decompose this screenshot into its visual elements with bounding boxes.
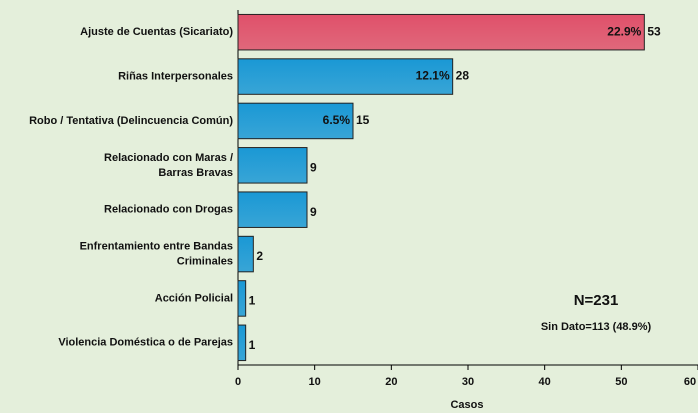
bar [237,102,354,140]
x-tick-label: 0 [235,376,241,388]
percent-label: 6.5% [323,113,351,127]
annotation: Sin Dato=113 (48.9%) [541,321,652,333]
y-tick-label: Acción Policial [155,292,233,304]
bar [237,324,247,362]
y-tick-label: Relacionado con Maras / Barras Bravas [104,152,233,179]
y-tick-label: Riñas Interpersonales [118,70,233,82]
x-tick-label: 50 [615,376,627,388]
y-tick-label: Relacionado con Drogas [104,204,233,216]
value-label: 28 [456,69,470,83]
value-label: 1 [249,294,256,308]
x-tick-label: 60 [684,376,696,388]
y-tick-label: Ajuste de Cuentas (Sicariato) [80,26,233,38]
x-tick-label: 10 [309,376,321,388]
x-axis-label: Casos [450,399,483,411]
bar [237,13,645,51]
percent-label: 12.1% [416,69,450,83]
bar [237,58,454,95]
value-label: 2 [256,249,263,263]
x-tick-label: 30 [462,376,474,388]
bar [237,147,308,184]
x-tick-label: 20 [385,376,397,388]
value-label: 1 [249,338,256,352]
y-tick-label: Violencia Doméstica o de Parejas [58,337,233,349]
bar [237,191,308,228]
percent-label: 22.9% [607,24,641,38]
value-label: 9 [310,160,317,174]
bar [237,280,247,317]
value-label: 53 [647,24,661,38]
y-tick-label: Robo / Tentativa (Delincuencia Común) [29,115,233,127]
annotation: N=231 [574,292,619,309]
y-tick-label: Enfrentamiento entre Bandas Criminales [80,240,233,267]
value-label: 9 [310,205,317,219]
value-label: 15 [356,113,370,127]
bar [237,235,254,273]
x-tick-label: 40 [539,376,551,388]
